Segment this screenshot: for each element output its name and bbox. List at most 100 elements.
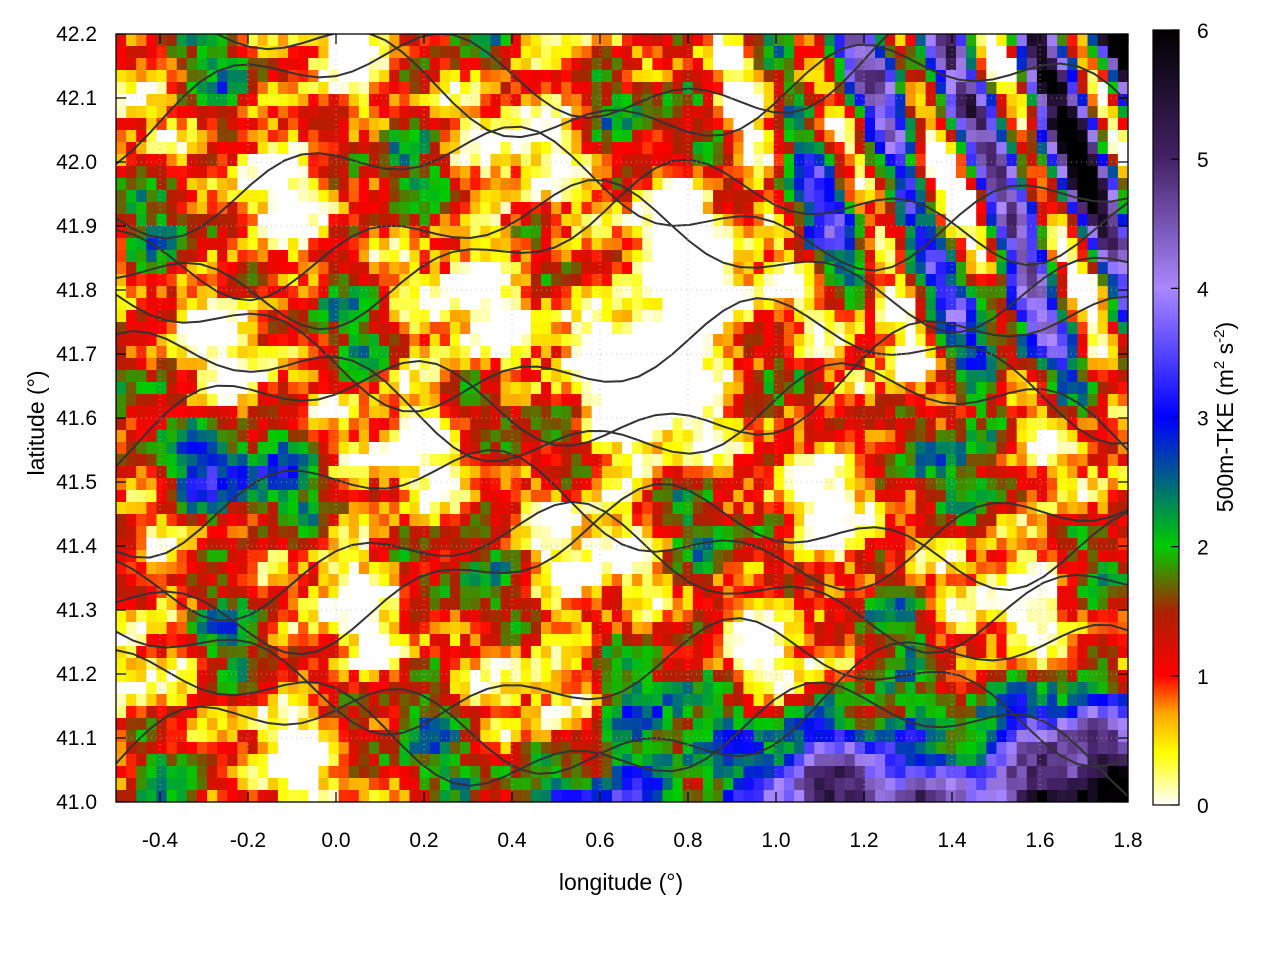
heatmap-cell — [733, 430, 745, 443]
heatmap-cell — [196, 58, 208, 71]
heatmap-cell — [186, 718, 198, 731]
heatmap-cell — [247, 586, 259, 599]
heatmap-cell — [288, 214, 299, 227]
heatmap-cell — [611, 454, 623, 467]
heatmap-cell — [743, 310, 755, 323]
heatmap-cell — [702, 238, 714, 251]
heatmap-cell — [834, 130, 846, 143]
heatmap-cell — [682, 274, 694, 287]
heatmap-cell — [520, 526, 532, 539]
heatmap-cell — [338, 502, 350, 515]
heatmap-cell — [500, 742, 512, 755]
heatmap-cell — [156, 46, 168, 59]
heatmap-cell — [702, 658, 714, 671]
heatmap-cell — [551, 82, 562, 95]
heatmap-cell — [642, 682, 653, 695]
heatmap-cell — [510, 694, 522, 707]
heatmap-cell — [581, 262, 593, 275]
heatmap-cell — [126, 310, 137, 323]
heatmap-cell — [277, 370, 289, 383]
heatmap-cell — [520, 670, 532, 683]
heatmap-cell — [439, 250, 451, 263]
heatmap-cell — [743, 778, 755, 791]
heatmap-cell — [520, 622, 532, 635]
heatmap-cell — [723, 286, 734, 299]
heatmap-cell — [753, 130, 765, 143]
heatmap-cell — [237, 274, 249, 287]
heatmap-cell — [267, 646, 279, 659]
heatmap-cell — [257, 466, 269, 479]
heatmap-cell — [257, 58, 269, 71]
heatmap-cell — [419, 58, 431, 71]
heatmap-cell — [692, 238, 704, 251]
heatmap-cell — [632, 358, 643, 371]
heatmap-cell — [632, 490, 643, 503]
heatmap-cell — [773, 346, 785, 359]
heatmap-cell — [500, 682, 512, 695]
heatmap-cell — [824, 718, 836, 731]
heatmap-cell — [773, 754, 785, 767]
heatmap-cell — [470, 46, 481, 59]
heatmap-cell — [794, 358, 805, 371]
heatmap-cell — [237, 298, 249, 311]
heatmap-cell — [713, 550, 724, 563]
heatmap-cell — [844, 538, 856, 551]
heatmap-cell — [773, 202, 785, 215]
heatmap-cell — [237, 694, 249, 707]
heatmap-cell — [277, 130, 289, 143]
heatmap-cell — [541, 370, 552, 383]
heatmap-cell — [470, 334, 481, 347]
heatmap-cell — [389, 394, 400, 407]
heatmap-cell — [439, 490, 451, 503]
heatmap-cell — [875, 526, 886, 539]
heatmap-cell — [551, 394, 562, 407]
heatmap-cell — [470, 262, 481, 275]
heatmap-cell — [267, 58, 279, 71]
heatmap-cell — [713, 634, 724, 647]
heatmap-cell — [844, 586, 856, 599]
heatmap-cell — [713, 382, 724, 395]
heatmap-cell — [652, 742, 664, 755]
heatmap-cell — [136, 34, 147, 47]
heatmap-cell — [783, 214, 795, 227]
heatmap-cell — [662, 82, 674, 95]
heatmap-cell — [419, 466, 431, 479]
heatmap-cell — [277, 118, 289, 131]
heatmap-cell — [541, 238, 552, 251]
heatmap-cell — [692, 226, 704, 239]
heatmap-cell — [308, 190, 319, 203]
heatmap-cell — [186, 118, 198, 131]
heatmap-cell — [642, 178, 653, 191]
heatmap-cell — [642, 286, 653, 299]
heatmap-cell — [136, 622, 147, 635]
heatmap-cell — [288, 262, 299, 275]
heatmap-cell — [885, 82, 896, 95]
heatmap-cell — [733, 226, 745, 239]
heatmap-cell — [864, 370, 876, 383]
heatmap-cell — [844, 34, 856, 47]
heatmap-cell — [692, 142, 704, 155]
heatmap-cell — [875, 766, 886, 779]
heatmap-cell — [733, 598, 745, 611]
heatmap-cell — [652, 706, 664, 719]
heatmap-cell — [338, 370, 350, 383]
heatmap-cell — [672, 754, 684, 767]
heatmap-cell — [642, 418, 653, 431]
heatmap-cell — [561, 298, 572, 311]
heatmap-cell — [895, 418, 906, 431]
heatmap-cell — [146, 346, 158, 359]
heatmap-cell — [439, 478, 451, 491]
heatmap-cell — [288, 238, 299, 251]
heatmap-cell — [409, 526, 421, 539]
heatmap-cell — [804, 166, 815, 179]
heatmap-cell — [298, 526, 309, 539]
heatmap-cell — [480, 550, 492, 563]
heatmap-cell — [116, 94, 127, 107]
heatmap-cell — [642, 778, 653, 791]
heatmap-cell — [207, 118, 218, 131]
heatmap-cell — [753, 586, 765, 599]
heatmap-cell — [611, 526, 623, 539]
heatmap-cell — [652, 514, 664, 527]
heatmap-cell — [338, 322, 350, 335]
heatmap-cell — [116, 538, 127, 551]
